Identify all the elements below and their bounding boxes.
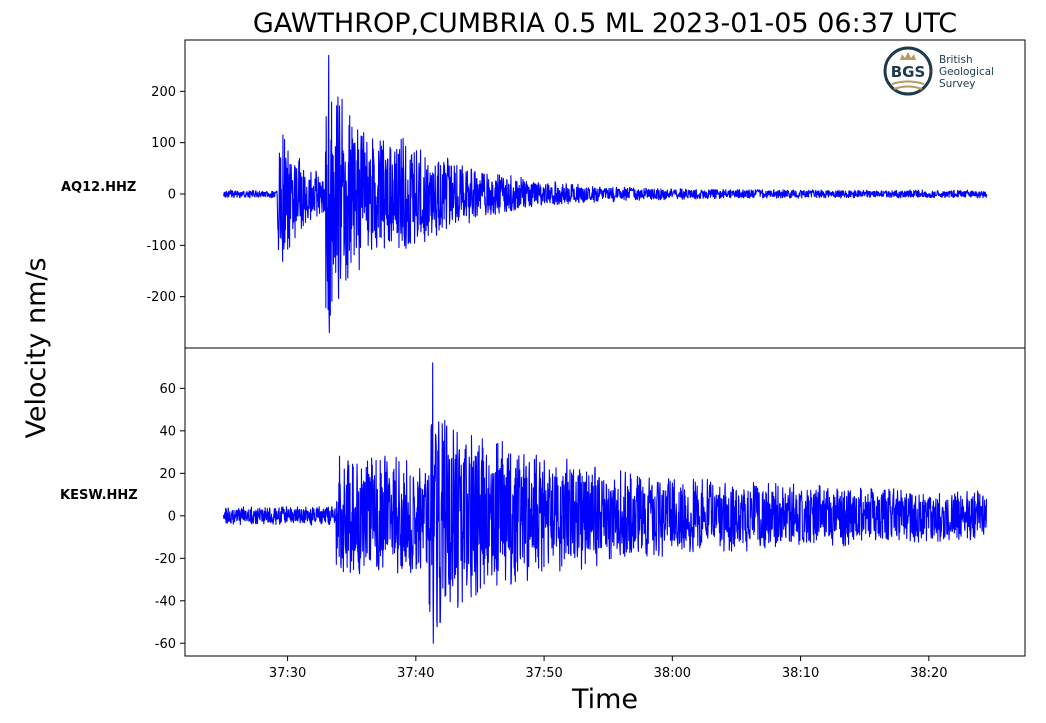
y-tick-label: -20 — [155, 552, 176, 567]
bgs-logo-badge-text: BGS — [891, 63, 926, 81]
x-tick-label: 37:40 — [397, 666, 434, 681]
y-tick-label: 200 — [151, 85, 176, 100]
y-tick-label: -40 — [155, 594, 176, 609]
panel-aq12: AQ12.HHZ 200 100 0 -100 -200 — [61, 39, 1026, 349]
y-tick-label: 40 — [159, 424, 176, 439]
waveform-trace-kesw-hhz — [222, 362, 988, 644]
y-tick-label: -100 — [146, 239, 176, 254]
bgs-logo: BGS British Geological Survey — [883, 46, 994, 96]
x-tick-label: 37:50 — [525, 666, 562, 681]
x-tick-label: 38:00 — [654, 666, 691, 681]
y-tick-label: -60 — [155, 637, 176, 652]
x-tick-label: 38:10 — [782, 666, 819, 681]
bgs-logo-strata-icon — [891, 80, 925, 90]
bgs-logo-name-1: British — [939, 54, 973, 66]
waveform-trace-aq12-hhz — [222, 54, 988, 334]
y-tick-label: 100 — [151, 136, 176, 151]
x-tick-label: 37:30 — [269, 666, 306, 681]
y-tick-label: 0 — [168, 188, 176, 203]
chart-title: GAWTHROP,CUMBRIA 0.5 ML 2023-01-05 06:37… — [253, 8, 957, 39]
x-tick-label: 38:20 — [910, 666, 947, 681]
y-tick-label: 20 — [159, 467, 176, 482]
bgs-logo-name-2: Geological — [939, 66, 994, 78]
y-axis-label: Velocity nm/s — [21, 257, 52, 438]
y-tick-label: -200 — [146, 290, 176, 305]
station-label-aq12: AQ12.HHZ — [61, 180, 136, 195]
panel-kesw-frame — [184, 347, 1026, 657]
bgs-logo-name-3: Survey — [939, 78, 976, 90]
bgs-logo-crown-icon — [900, 52, 916, 60]
y-tick-label: 60 — [159, 382, 176, 397]
x-axis-label: Time — [571, 684, 638, 715]
panel-kesw: KESW.HHZ 60 40 20 0 -20 -40 -60 — [60, 347, 1026, 657]
x-axis-ticks: 37:30 37:40 37:50 38:00 38:10 38:20 — [269, 656, 948, 681]
y-tick-label: 0 — [168, 509, 176, 524]
station-label-kesw: KESW.HHZ — [60, 488, 138, 503]
